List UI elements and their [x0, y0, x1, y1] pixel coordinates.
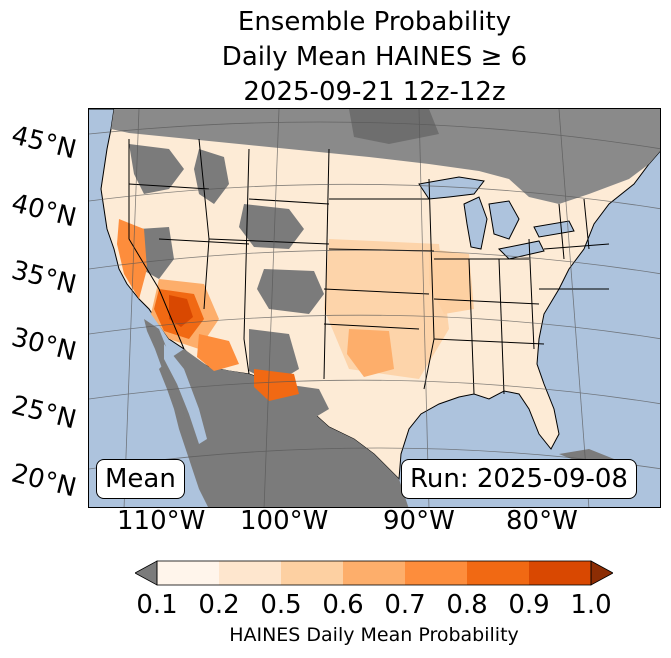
- canada-land: [111, 109, 660, 204]
- colorbar-tick-3: 0.6: [322, 590, 364, 620]
- lat-label-25: 25°N: [8, 390, 80, 436]
- colorbar-segment: [467, 561, 530, 585]
- lat-label-35: 35°N: [8, 255, 80, 301]
- title-line-2: Daily Mean HAINES ≥ 6: [221, 42, 528, 72]
- gray-patch-colorado: [257, 269, 324, 314]
- title-line-3: 2025-09-21 12z-12z: [243, 77, 506, 107]
- colorbar: [135, 560, 613, 586]
- prob-patch-ozarks: [429, 249, 474, 314]
- colorbar-frame: [156, 560, 592, 586]
- colorbar-tick-7: 1.0: [570, 590, 612, 620]
- gray-patch-northwest: [129, 144, 184, 194]
- colorbar-segment: [343, 561, 406, 585]
- colorbar-tick-0: 0.1: [136, 590, 178, 620]
- prob-patch-chihuahua: [254, 369, 299, 401]
- prob-patch-gila: [197, 334, 239, 371]
- run-label-box: Run: 2025-09-08: [401, 459, 637, 499]
- mean-label-box: Mean: [96, 459, 185, 499]
- graticule: [89, 109, 660, 507]
- lon-label-110: 110°W: [117, 506, 206, 536]
- colorbar-tick-1: 0.2: [198, 590, 240, 620]
- lat-label-40: 40°N: [8, 188, 80, 234]
- colorbar-segment: [157, 561, 220, 585]
- lat-label-20: 20°N: [8, 458, 80, 504]
- map-panel: [88, 108, 661, 508]
- gray-patch-wyoming: [239, 204, 304, 249]
- baja-land: [144, 319, 185, 419]
- prob-patch-arizona-peak: [169, 295, 193, 327]
- lon-label-90: 90°W: [383, 506, 455, 536]
- lon-label-80: 80°W: [506, 506, 578, 536]
- gray-patch-idaho: [194, 149, 229, 204]
- colorbar-segment: [529, 561, 592, 585]
- gray-patch-north-canada: [349, 109, 439, 144]
- lat-label-45: 45°N: [8, 120, 80, 166]
- colorbar-tick-2: 0.5: [260, 590, 302, 620]
- gray-patch-nevada: [139, 227, 174, 279]
- title-line-1: Ensemble Probability: [237, 7, 512, 37]
- lon-label-100: 100°W: [240, 506, 329, 536]
- colorbar-segment: [405, 561, 468, 585]
- colorbar-tick-4: 0.7: [384, 590, 426, 620]
- colorbar-over-arrow: [590, 560, 613, 586]
- lat-label-30: 30°N: [8, 322, 80, 368]
- map-svg: [89, 109, 660, 507]
- colorbar-label: HAINES Daily Mean Probability: [229, 624, 519, 646]
- prob-patch-texas-central: [347, 329, 394, 377]
- colorbar-under-arrow: [135, 560, 158, 586]
- gulf-of-california: [164, 344, 207, 444]
- colorbar-tick-5: 0.8: [446, 590, 488, 620]
- great-lakes: [418, 176, 575, 260]
- prob-patch-california: [117, 219, 147, 299]
- colorbar-segment: [281, 561, 344, 585]
- colorbar-tick-6: 0.9: [508, 590, 550, 620]
- colorbar-segment: [219, 561, 282, 585]
- mexico-land: [159, 349, 409, 507]
